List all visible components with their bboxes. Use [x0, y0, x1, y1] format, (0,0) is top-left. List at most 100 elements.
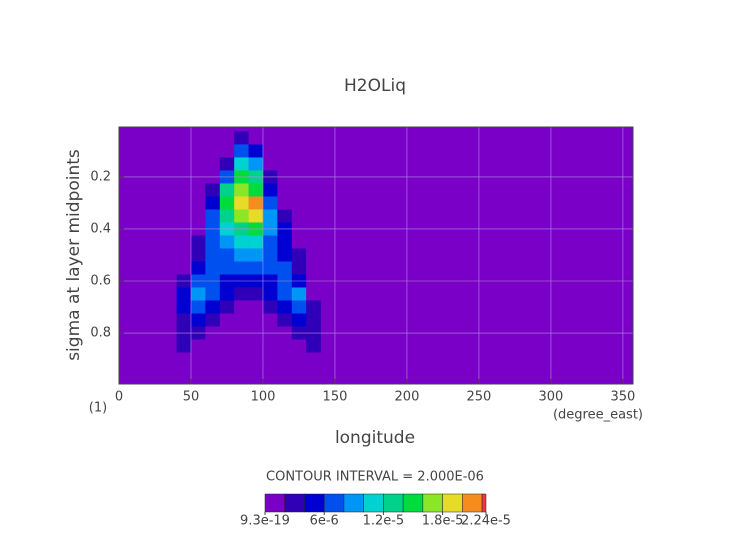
contour-cell — [277, 248, 293, 262]
contour-cell — [190, 352, 206, 366]
contour-cell — [205, 144, 221, 158]
colorbar-swatch — [383, 493, 404, 513]
contour-cell — [205, 196, 221, 210]
contour-cell — [277, 300, 293, 314]
y-tick-label: 0.8 — [90, 326, 111, 341]
contour-cell — [306, 235, 321, 249]
contour-cell — [291, 248, 307, 262]
contour-cell — [205, 157, 221, 171]
contour-cell — [277, 209, 293, 223]
y-tick-label: 0.2 — [90, 169, 111, 184]
contour-cell — [248, 157, 264, 171]
x-tick-label: 50 — [183, 390, 200, 405]
contour-cell — [248, 300, 264, 314]
x-tick-label: 200 — [395, 390, 420, 405]
x-tick-label: 0 — [115, 390, 123, 405]
contour-cell — [219, 339, 235, 353]
x-tick-label: 350 — [611, 390, 636, 405]
contour-cell — [234, 235, 249, 249]
contour-cell — [306, 339, 321, 353]
contour-cell — [291, 183, 307, 197]
contour-cell — [291, 352, 307, 366]
contour-cell — [205, 235, 221, 249]
contour-cell — [277, 157, 293, 171]
contour-cell — [291, 235, 307, 249]
contour-cell — [291, 144, 307, 158]
contour-cell — [176, 248, 192, 262]
colorbar-swatch — [481, 493, 487, 513]
contour-cell — [277, 339, 293, 353]
colorbar-swatch — [402, 493, 424, 513]
contour-cell — [190, 248, 206, 262]
colorbar-swatch — [284, 493, 305, 513]
contour-cell — [248, 183, 264, 197]
contour-cell — [277, 352, 293, 366]
contour-cell — [219, 209, 235, 223]
contour-cell — [306, 352, 321, 366]
contour-cell — [291, 196, 307, 210]
contour-cell — [219, 261, 235, 275]
x-units: (degree_east) — [553, 408, 643, 423]
contour-cell — [248, 313, 264, 327]
contour-cell — [234, 196, 249, 210]
contour-cell — [205, 313, 221, 327]
contour-cell — [176, 157, 192, 171]
contour-cell — [219, 287, 235, 301]
contour-cell — [234, 131, 249, 145]
contour-cell — [291, 300, 307, 314]
contour-cell — [190, 287, 206, 301]
contour-cell — [234, 183, 249, 197]
x-tick-label: 100 — [251, 390, 276, 405]
contour-cell — [176, 235, 192, 249]
contour-cell — [262, 209, 278, 223]
y-tick-label: 0.6 — [90, 273, 111, 288]
contour-cell — [190, 300, 206, 314]
contour-cell — [176, 144, 192, 158]
contour-cell — [205, 248, 221, 262]
contour-cell — [205, 287, 221, 301]
contour-cell — [262, 352, 278, 366]
contour-cell — [262, 261, 278, 275]
contour-cell — [190, 131, 206, 145]
contour-cell — [176, 183, 192, 197]
contour-cell — [234, 144, 249, 158]
colorbar-label: 9.3e-19 — [240, 514, 290, 529]
contour-cell — [176, 352, 192, 366]
contour-cell — [219, 196, 235, 210]
contour-cell — [176, 261, 192, 275]
contour-cell — [190, 235, 206, 249]
contour-cell — [262, 339, 278, 353]
contour-cell — [219, 313, 235, 327]
contour-cell — [291, 313, 307, 327]
contour-cell — [234, 313, 249, 327]
contour-cell — [234, 261, 249, 275]
contour-cell — [219, 300, 235, 314]
contour-cell — [262, 144, 278, 158]
contour-cell — [248, 196, 264, 210]
contour-cell — [219, 144, 235, 158]
contour-cell — [277, 313, 293, 327]
colorbar-swatch — [304, 493, 325, 513]
contour-cell — [291, 209, 307, 223]
contour-cell — [219, 352, 235, 366]
contour-cell — [219, 157, 235, 171]
x-axis-label: longitude — [335, 428, 415, 448]
x-tick-label: 250 — [467, 390, 492, 405]
contour-cell — [262, 235, 278, 249]
contour-cell — [248, 261, 264, 275]
contour-cell — [176, 287, 192, 301]
contour-cell — [205, 131, 221, 145]
contour-cell — [262, 196, 278, 210]
contour-cell — [306, 144, 321, 158]
y-units: (1) — [89, 401, 107, 416]
colorbar-swatch — [343, 493, 364, 513]
contour-cell — [234, 287, 249, 301]
contour-cell — [291, 339, 307, 353]
contour-cell — [262, 248, 278, 262]
contour-cell — [176, 300, 192, 314]
x-tick-label: 300 — [539, 390, 564, 405]
contour-cell — [306, 131, 321, 145]
contour-cell — [248, 235, 264, 249]
contour-cell — [205, 183, 221, 197]
